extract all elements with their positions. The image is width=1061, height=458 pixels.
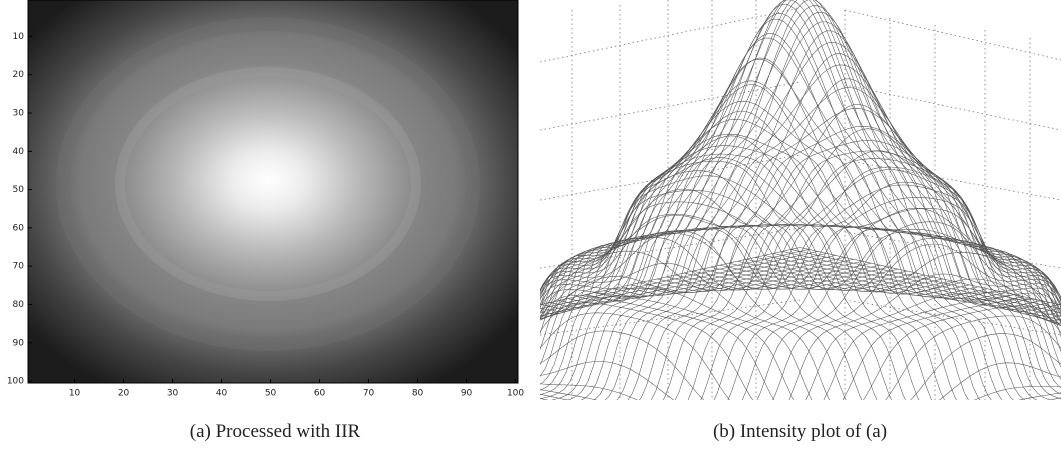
mesh-line	[604, 88, 1061, 401]
caption: (b) Intensity plot of (a)	[713, 421, 887, 442]
mesh-line	[559, 0, 1059, 411]
mesh-line	[577, 31, 1061, 419]
mesh-line	[684, 274, 1061, 442]
y-tick-label: 50	[13, 185, 25, 195]
x-tick-label: 10	[69, 389, 81, 399]
x-tick-label: 50	[265, 389, 277, 399]
y-tick-label: 10	[13, 32, 25, 42]
y-tick-label: 60	[13, 223, 25, 233]
y-tick-label: 40	[13, 147, 25, 157]
mesh-line	[577, 22, 1061, 407]
x-tick-label: 40	[216, 389, 228, 399]
y-tick-label: 80	[13, 300, 25, 310]
intensity-image	[28, 0, 518, 383]
mesh-line	[657, 208, 1061, 436]
y-tick-label: 20	[13, 70, 25, 80]
mesh-line	[604, 104, 1061, 424]
y-tick-label: 100	[7, 377, 24, 387]
x-tick-label: 30	[167, 389, 179, 399]
y-tick-label: 90	[13, 338, 25, 348]
mesh-line	[791, 356, 1061, 458]
page: {"chart_data": [ {"type": "image", "capt…	[0, 0, 1061, 458]
figure: 10 20 30 40 50 60 70 80 90 100 10 20 30 40 50 60 70 80 90 1…	[0, 0, 1061, 458]
mesh-line	[800, 358, 1061, 458]
x-tick-label: 70	[363, 389, 375, 399]
mesh-line	[514, 58, 1014, 420]
mesh-line	[496, 81, 996, 401]
mesh-line	[461, 146, 961, 393]
mesh-line	[496, 111, 996, 424]
x-tick-label: 100	[507, 389, 524, 399]
y-tick-label: 70	[13, 262, 25, 272]
mesh-line	[782, 354, 1061, 458]
x-tick-label: 20	[118, 389, 130, 399]
mesh-line	[639, 185, 1061, 432]
mesh-line	[479, 119, 979, 397]
image-panel: 10 20 30 40 50 60 70 80 90 100 10 20 30 40 50 60 70 80 90 1…	[7, 0, 525, 399]
x-tick-label: 80	[412, 389, 424, 399]
caption: (a) Processed with IIR	[190, 421, 361, 442]
mesh-line	[532, 14, 1032, 417]
mesh-line	[550, 0, 1050, 413]
grid-3d	[540, 0, 1061, 400]
y-tick-label: 30	[13, 108, 25, 118]
x-tick-label: 60	[314, 389, 326, 399]
mesh-line	[550, 0, 1050, 413]
x-tick-label: 90	[461, 389, 473, 399]
page-body: 10 20 30 40 50 60 70 80 90 100 10 20 30 40 50 60 70 80 90 1…	[0, 0, 1061, 458]
mesh-line	[568, 12, 1061, 416]
mesh-line	[648, 197, 1061, 434]
